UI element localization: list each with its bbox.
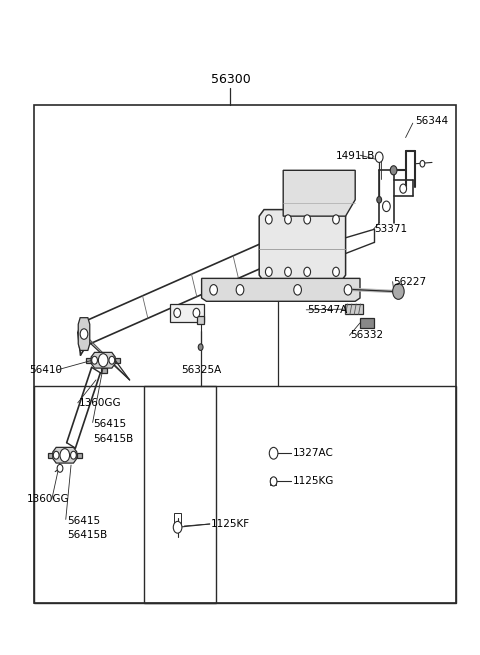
- Bar: [34, 105, 456, 603]
- Polygon shape: [53, 447, 77, 463]
- Text: 56410: 56410: [29, 365, 62, 375]
- Bar: [77, 453, 82, 458]
- Circle shape: [198, 344, 203, 350]
- Circle shape: [92, 356, 97, 364]
- Circle shape: [294, 284, 301, 295]
- Bar: [360, 318, 374, 328]
- Text: 56332: 56332: [350, 330, 384, 341]
- Circle shape: [344, 284, 352, 295]
- Circle shape: [236, 284, 244, 295]
- Polygon shape: [78, 318, 90, 350]
- Text: 56344: 56344: [415, 116, 448, 126]
- Circle shape: [98, 354, 108, 367]
- Text: 56325A: 56325A: [181, 365, 222, 375]
- Bar: [115, 358, 120, 363]
- Circle shape: [304, 267, 311, 276]
- Circle shape: [71, 451, 76, 459]
- Circle shape: [174, 309, 180, 318]
- Circle shape: [333, 267, 339, 276]
- Polygon shape: [202, 278, 360, 301]
- Text: 1327AC: 1327AC: [293, 448, 334, 458]
- Circle shape: [390, 166, 397, 175]
- Circle shape: [269, 447, 278, 459]
- Circle shape: [53, 451, 59, 459]
- Text: 53371: 53371: [374, 223, 408, 234]
- Text: 56415B: 56415B: [67, 530, 108, 540]
- Circle shape: [57, 464, 63, 472]
- Circle shape: [393, 284, 404, 299]
- Circle shape: [109, 356, 115, 364]
- Circle shape: [285, 267, 291, 276]
- Text: 1360GG: 1360GG: [26, 494, 69, 504]
- Circle shape: [265, 215, 272, 224]
- Circle shape: [270, 477, 277, 486]
- Circle shape: [304, 215, 311, 224]
- Text: 55347A: 55347A: [307, 305, 348, 315]
- Circle shape: [285, 215, 291, 224]
- Text: 56415B: 56415B: [94, 434, 134, 444]
- Text: 1360GG: 1360GG: [79, 398, 122, 408]
- Bar: [91, 356, 95, 360]
- Circle shape: [420, 160, 425, 167]
- Text: 1125KF: 1125KF: [211, 519, 251, 529]
- Circle shape: [265, 267, 272, 276]
- Bar: [48, 453, 53, 458]
- Text: 1491LB: 1491LB: [336, 151, 375, 161]
- Bar: [170, 304, 204, 322]
- Circle shape: [193, 309, 200, 318]
- Bar: [144, 386, 456, 603]
- Circle shape: [60, 449, 70, 462]
- Text: 56415: 56415: [94, 419, 127, 430]
- Text: 56227: 56227: [394, 276, 427, 287]
- Bar: [101, 368, 107, 373]
- Text: 56300: 56300: [211, 73, 250, 86]
- Circle shape: [377, 196, 382, 203]
- Polygon shape: [283, 170, 355, 216]
- Bar: [270, 478, 276, 485]
- Text: 56415: 56415: [67, 515, 100, 526]
- Circle shape: [210, 284, 217, 295]
- Bar: [86, 358, 91, 363]
- Circle shape: [400, 184, 407, 193]
- Bar: [174, 513, 181, 527]
- Circle shape: [80, 329, 88, 339]
- Circle shape: [383, 201, 390, 212]
- Text: 1125KG: 1125KG: [293, 476, 334, 487]
- Bar: [34, 386, 216, 603]
- Bar: [345, 304, 363, 314]
- Circle shape: [173, 521, 182, 533]
- Circle shape: [333, 215, 339, 224]
- Polygon shape: [259, 210, 346, 282]
- Bar: [197, 316, 204, 324]
- Circle shape: [375, 152, 383, 162]
- Polygon shape: [91, 352, 115, 368]
